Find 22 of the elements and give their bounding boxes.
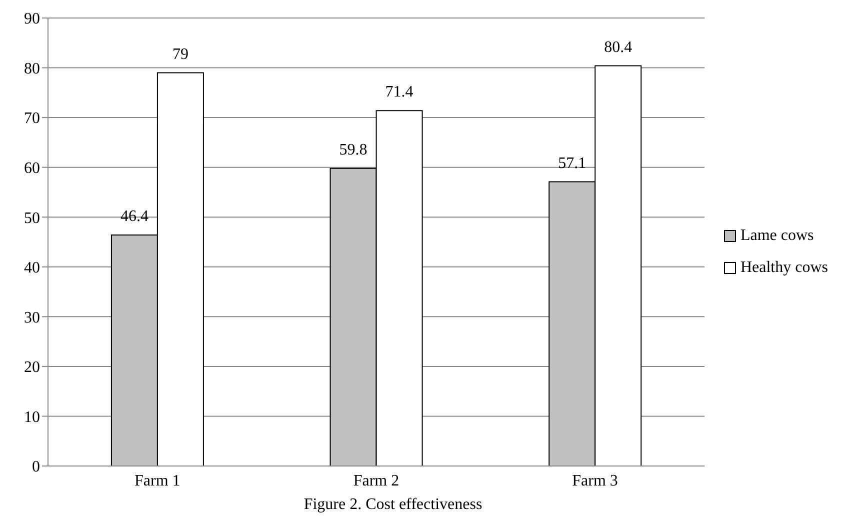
x-tick-label: Farm 2 (353, 472, 400, 490)
y-tick-label: 40 (24, 260, 40, 277)
legend-label: Lame cows (740, 226, 814, 246)
y-tick-label: 80 (24, 60, 40, 78)
data-label: 57.1 (558, 154, 586, 172)
y-tick-label: 0 (32, 458, 40, 476)
data-label: 79 (172, 46, 188, 63)
data-label: 80.4 (604, 38, 632, 56)
data-label: 71.4 (385, 84, 414, 101)
x-tick-label: Farm 3 (572, 472, 618, 490)
y-tick-label: 30 (24, 309, 40, 326)
data-label: 59.8 (339, 141, 368, 158)
legend-label: Healthy cows (740, 258, 828, 278)
data-label: 46.4 (120, 208, 148, 226)
y-tick-label: 20 (24, 359, 40, 376)
y-tick-label: 70 (24, 110, 40, 128)
y-tick-label: 10 (24, 408, 40, 426)
y-tick-label: 50 (24, 210, 40, 227)
caption: Figure 2. Cost effectiveness (302, 496, 484, 514)
x-tick-label: Farm 1 (134, 472, 180, 490)
y-tick-label: 60 (24, 160, 40, 178)
y-tick-label: 90 (24, 10, 40, 28)
